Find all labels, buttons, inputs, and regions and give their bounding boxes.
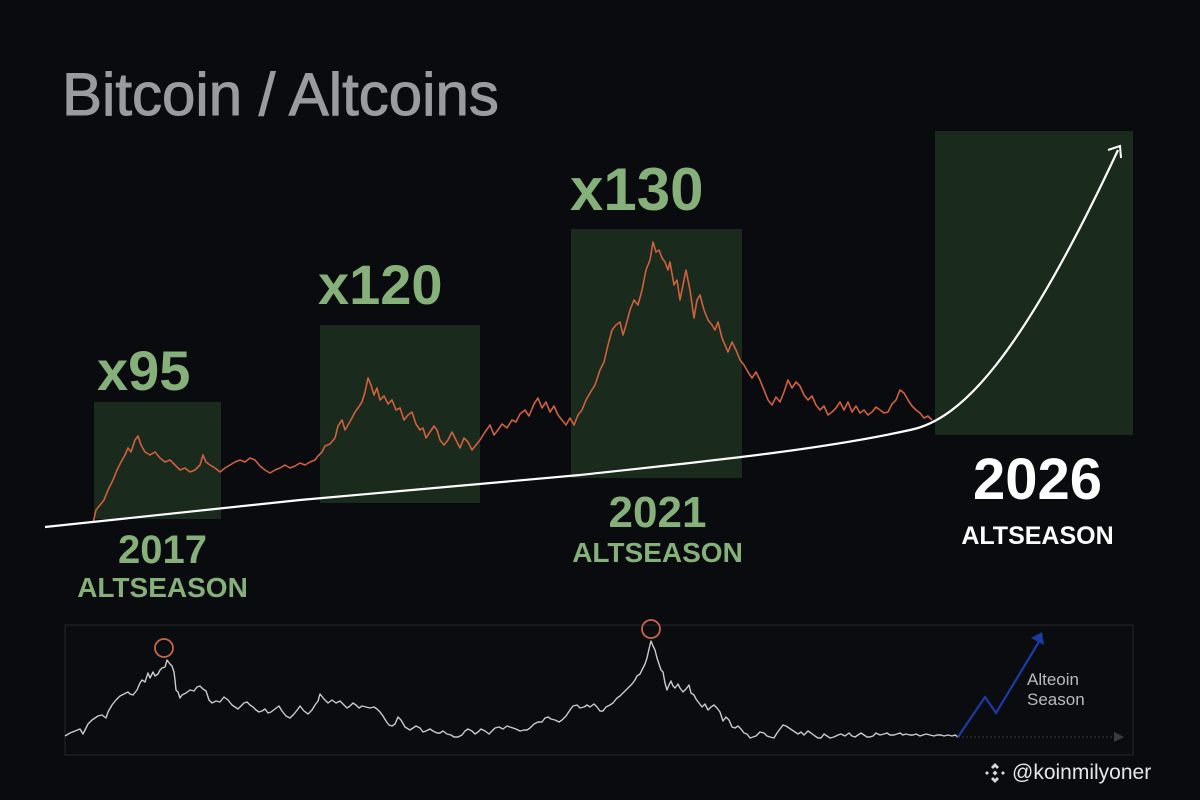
alteoin-season-line2: Season — [1027, 690, 1085, 709]
lower-panel-frame — [64, 624, 1134, 756]
highlight-box-2021 — [571, 229, 742, 478]
multiplier-x95: x95 — [97, 339, 191, 402]
highlight-box-x120 — [320, 325, 480, 503]
altcoin-price-line — [92, 241, 933, 524]
year-2017: 2017 — [118, 528, 207, 572]
highlight-box-2026 — [935, 131, 1133, 435]
highlight-box-2017 — [94, 402, 221, 519]
peak-circle-2017-icon — [154, 638, 174, 658]
projection-arrow-line — [957, 639, 1041, 738]
multiplier-x120: x120 — [318, 253, 443, 316]
binance-diamond-icon — [985, 763, 1005, 783]
watermark-handle[interactable]: @koinmilyoner — [1012, 761, 1152, 784]
watermark: @koinmilyoner — [984, 761, 1151, 785]
chart-title: Bitcoin / Altcoins — [62, 61, 500, 129]
lower-panel-line — [64, 640, 959, 739]
trend-arrowhead-icon — [1107, 144, 1122, 159]
altseason-2026-label: ALTSEASON — [961, 522, 1114, 550]
altseason-2017-label: ALTSEASON — [77, 572, 248, 603]
peak-circle-2021-icon — [641, 619, 661, 639]
trend-curve — [44, 149, 1119, 529]
projection-arrowhead-icon — [1031, 632, 1044, 645]
multiplier-x130: x130 — [570, 156, 704, 223]
year-2021: 2021 — [608, 488, 707, 537]
altseason-2021-label: ALTSEASON — [572, 537, 743, 568]
year-2026: 2026 — [972, 447, 1103, 512]
baseline-arrowhead-icon — [1114, 732, 1124, 742]
alteoin-season-label: Alteoin Season — [1027, 670, 1085, 710]
alteoin-season-line1: Alteoin — [1027, 670, 1079, 689]
